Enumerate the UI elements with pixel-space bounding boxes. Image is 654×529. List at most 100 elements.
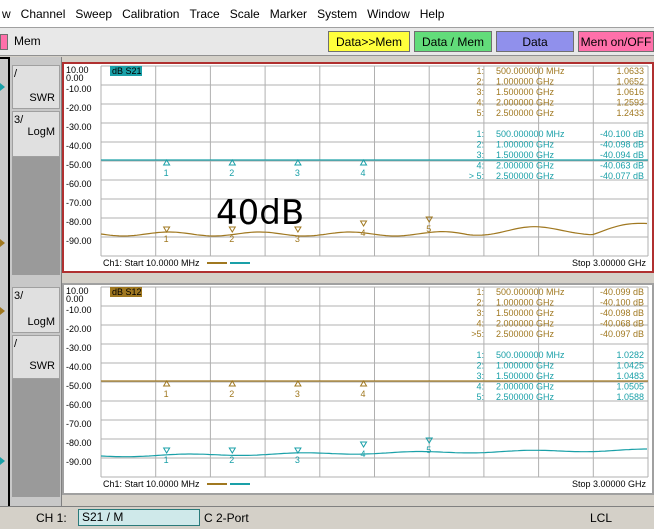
ch1-marker-freq: 2.500000 GHz [496,108,555,118]
ch2-marker-triangle [294,380,302,387]
ch1-marker-id: > 5: [469,171,484,181]
menu-sweep[interactable]: Sweep [75,6,113,21]
ch1-y-tick-label: -30.00 [66,122,92,132]
ch2-marker-triangle [359,380,368,387]
ch1-swr-marker-number: 1 [164,234,169,244]
ch2-y-tick-label: 0.00 [66,294,84,304]
ch1-marker-number: 1 [164,168,169,178]
ch1-marker-id: 3: [476,87,484,97]
ch1-marker-value: -40.094 dB [600,150,644,160]
ch1-y-tick-label: -70.00 [66,198,92,208]
ch1-marker-number: 2 [229,168,234,178]
ch1-swr-marker-triangle [228,226,237,233]
ch2-trace-title-tag [110,287,142,297]
ch1-marker-id: 5: [476,108,484,118]
toolbar-left-button[interactable] [0,34,8,50]
ch2-start-label: Ch1: Start 10.0000 MHz [103,479,200,489]
ch1-logm-button-label: LogM [27,126,55,138]
ch1-marker-id: 2: [476,140,484,150]
ch2-marker-id: 4: [476,382,484,392]
ch1-marker-triangle [228,159,237,166]
ch1-side-empty-area [12,157,60,275]
ch1-marker-value: -40.063 dB [600,161,644,171]
ch1-swr-marker-triangle [162,226,171,233]
ch2-trace-title: dB S12 [112,287,142,297]
ch1-y-tick-label: -60.00 [66,179,92,189]
ch2-logm-button[interactable]: 3/ LogM [12,287,60,333]
ch1-marker-value: 1.0633 [616,66,644,76]
ch2-marker-freq: 500.000000 MHz [496,287,565,297]
ch1-marker-value: -40.098 dB [600,140,644,150]
status-active-trace[interactable]: S21 / M [78,509,200,526]
ch1-trace-title: dB S21 [112,66,142,76]
menu-system[interactable]: System [317,6,358,21]
menu-window-partial[interactable]: w [2,6,11,21]
ch2-y-tick-label: -80.00 [66,438,92,448]
ch2-marker-value: -40.098 dB [600,308,644,318]
ch1-y-tick-label: -90.00 [66,236,92,246]
status-bar: CH 1: S21 / M C 2-Port LCL [0,506,654,529]
ch1-y-tick-label: -80.00 [66,217,92,227]
data-to-mem-button[interactable]: Data>>Mem [328,31,410,52]
ch2-swr-button-prefix: / [14,338,18,350]
ch1-swr-marker-number: 4 [361,228,366,238]
ch1-marker-value: -40.100 dB [600,129,644,139]
ch2-y-tick-label: -50.00 [66,381,92,391]
ch2-swr-marker-triangle [359,441,368,448]
ch1-swr-button[interactable]: / SWR [12,65,60,109]
menu-trace[interactable]: Trace [189,6,220,21]
ch2-swr-button[interactable]: / SWR [12,335,60,379]
ch2-marker-id: >5: [471,329,484,339]
ch2-marker-id: 3: [476,308,484,318]
ch1-marker-value: 1.2593 [616,98,644,108]
status-lcl: LCL [590,511,613,525]
channel-2-window[interactable]: 10.00 0.00 -10.00 -20.00 -30.00 -40.00 -50.00 -… [62,283,654,495]
data-button[interactable]: Data [496,31,574,52]
menu-calibration[interactable]: Calibration [122,6,180,21]
ch2-marker-value: 1.0588 [616,392,644,402]
ch1-marker-number: 4 [361,168,366,178]
ch1-marker-freq: 2.500000 GHz [496,171,555,181]
ch2-marker-id: 2: [476,298,484,308]
menu-window[interactable]: Window [367,6,410,21]
ch2-marker-freq: 2.500000 GHz [496,329,555,339]
menu-scale[interactable]: Scale [229,6,260,21]
ch2-marker-freq: 2.000000 GHz [496,319,555,329]
ch1-swr-marker-number: 2 [229,234,234,244]
ch2-marker-value: -40.068 dB [600,319,644,329]
ch1-marker-freq: 500.000000 MHz [496,129,565,139]
menu-channel[interactable]: Channel [20,6,66,21]
ch1-swr-marker-number: 3 [295,234,300,244]
ch1-marker-id: 1: [476,129,484,139]
ch1-swr-button-label: SWR [29,92,55,104]
ch2-marker-value: -40.100 dB [600,298,644,308]
ch2-marker-number: 1 [164,389,169,399]
ch1-marker-freq: 1.500000 GHz [496,150,555,160]
ch1-start-label: Ch1: Start 10.0000 MHz [103,258,200,268]
ch1-marker-value: 1.2433 [616,108,644,118]
ch1-marker-number: 3 [295,168,300,178]
ch2-marker-freq: 2.000000 GHz [496,382,555,392]
ch2-y-tick-label: -60.00 [66,400,92,410]
ch2-marker-id: 2: [476,361,484,371]
menu-help[interactable]: Help [419,6,445,21]
channel-1-window[interactable]: 10.00 0.00 -10.00 -20.00 -30.00 -40.00 -50.00 -… [62,62,654,273]
ch2-y-tick-label: -20.00 [66,324,92,334]
ch1-marker-freq: 2.000000 GHz [496,161,555,171]
ch2-marker-triangle [162,380,171,387]
ch1-swr-marker-triangle [425,216,434,223]
ch1-logm-button[interactable]: 3/ LogM [12,111,60,157]
ch1-marker-triangle [294,159,302,166]
ch1-marker-value: -40.077 dB [600,171,644,181]
ch1-y-tick-label: -50.00 [66,160,92,170]
ch2-ref-marker-icon [0,457,5,465]
ch2-marker-triangle [228,380,237,387]
ch2-swr-marker-number: 2 [229,455,234,465]
ch1-trace-title-tag [110,66,142,76]
mem-on-off-button[interactable]: Mem on/OFF [578,31,654,52]
data-div-mem-button[interactable]: Data / Mem [414,31,492,52]
ch1-marker-id: 3: [476,150,484,160]
menu-marker[interactable]: Marker [269,6,308,21]
menu-bar: w Channel Sweep Calibration Trace Scale … [0,0,654,28]
